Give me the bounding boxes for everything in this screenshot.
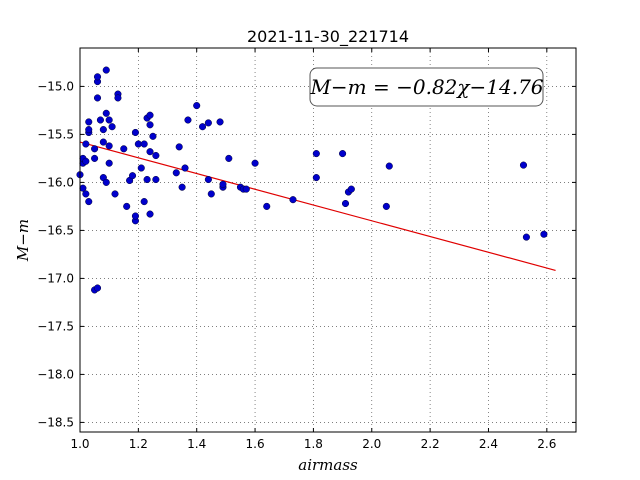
data-point xyxy=(146,210,154,218)
chart-title: 2021-11-30_221714 xyxy=(247,27,409,47)
data-point xyxy=(131,212,139,220)
data-point xyxy=(152,175,160,184)
data-point xyxy=(82,140,90,148)
x-tick-label: 1.4 xyxy=(187,437,206,451)
y-axis-label: M−m xyxy=(14,219,32,262)
data-point xyxy=(341,199,350,208)
data-point xyxy=(382,202,390,210)
data-point xyxy=(99,126,107,134)
x-tick-label: 1.2 xyxy=(129,437,148,451)
fit-equation: M−m = −0.82χ−14.76 xyxy=(309,75,543,99)
plot-frame xyxy=(79,47,577,433)
data-point xyxy=(93,284,102,292)
x-tick-label: 1.8 xyxy=(304,437,323,451)
data-point xyxy=(91,154,99,162)
data-point xyxy=(120,145,128,153)
data-point xyxy=(128,172,137,180)
fit-line-layer xyxy=(79,141,556,271)
data-point xyxy=(105,159,113,167)
y-tick-label: −17.5 xyxy=(37,319,74,333)
data-point xyxy=(102,178,110,186)
data-point xyxy=(146,111,154,119)
data-point xyxy=(93,94,102,102)
x-axis-label: airmass xyxy=(298,456,358,474)
data-point xyxy=(131,128,139,137)
data-point xyxy=(204,119,212,127)
data-point xyxy=(251,159,259,167)
data-point xyxy=(519,161,528,169)
data-point xyxy=(219,180,227,188)
data-point xyxy=(175,143,183,151)
data-point xyxy=(385,162,393,170)
y-tick-label: −17.0 xyxy=(37,271,74,285)
data-point xyxy=(263,202,271,210)
data-point xyxy=(82,157,90,165)
data-point xyxy=(85,118,93,126)
data-point xyxy=(91,145,99,153)
x-tick-label: 2.0 xyxy=(362,437,381,451)
data-point xyxy=(146,121,154,129)
data-point xyxy=(198,123,207,131)
data-point xyxy=(193,102,201,110)
data-point xyxy=(172,169,180,177)
data-point xyxy=(184,116,192,124)
data-point xyxy=(339,150,347,158)
x-tick-label: 1.6 xyxy=(246,437,265,451)
data-point xyxy=(85,126,93,134)
data-point xyxy=(149,132,157,140)
x-tick-label: 1.0 xyxy=(70,437,89,451)
data-point xyxy=(140,140,148,148)
data-point xyxy=(111,190,119,198)
data-point xyxy=(216,118,224,126)
data-point xyxy=(114,94,122,102)
data-point xyxy=(146,148,154,156)
data-point xyxy=(105,142,113,150)
grid xyxy=(79,48,576,432)
y-tick-label: −18.0 xyxy=(37,367,74,381)
data-point xyxy=(289,196,297,204)
data-point xyxy=(181,164,189,172)
x-tick-labels: 1.0 1.2 1.4 1.6 1.8 2.0 2.2 2.4 2.6 xyxy=(70,437,556,451)
data-point xyxy=(102,66,110,74)
data-point xyxy=(123,202,131,210)
data-point xyxy=(312,150,320,158)
data-point xyxy=(312,174,320,182)
data-point xyxy=(93,73,102,81)
fit-equation-box: M−m = −0.82χ−14.76 xyxy=(309,67,544,107)
data-point xyxy=(207,190,215,198)
x-tick-label: 2.6 xyxy=(537,437,556,451)
data-point xyxy=(85,198,93,206)
data-point xyxy=(178,183,186,191)
axis-ticks xyxy=(79,48,576,432)
data-point xyxy=(99,138,107,146)
fit-line xyxy=(79,141,556,271)
data-point xyxy=(96,116,104,124)
data-point xyxy=(137,164,145,172)
data-point xyxy=(242,185,250,193)
data-point xyxy=(152,151,160,160)
equation-box-frame xyxy=(309,67,544,107)
y-tick-label: −15.0 xyxy=(37,79,74,93)
data-point xyxy=(540,230,548,238)
x-tick-label: 2.2 xyxy=(421,437,440,451)
data-point xyxy=(347,185,355,193)
data-point xyxy=(108,123,116,131)
data-point xyxy=(143,175,151,184)
data-point xyxy=(225,154,233,162)
x-tick-label: 2.4 xyxy=(479,437,498,451)
y-tick-label: −16.0 xyxy=(37,175,74,189)
data-point xyxy=(140,198,148,206)
y-tick-labels: −15.0 −15.5 −16.0 −16.5 −17.0 −17.5 −18.0 −18.5 xyxy=(37,79,74,429)
y-tick-label: −15.5 xyxy=(37,127,74,141)
data-point xyxy=(204,175,212,184)
data-points xyxy=(76,66,548,294)
data-point xyxy=(522,233,530,241)
data-point xyxy=(105,116,113,124)
y-tick-label: −16.5 xyxy=(37,223,74,237)
y-tick-label: −18.5 xyxy=(37,415,74,429)
data-point xyxy=(102,109,110,117)
data-point xyxy=(82,190,90,198)
